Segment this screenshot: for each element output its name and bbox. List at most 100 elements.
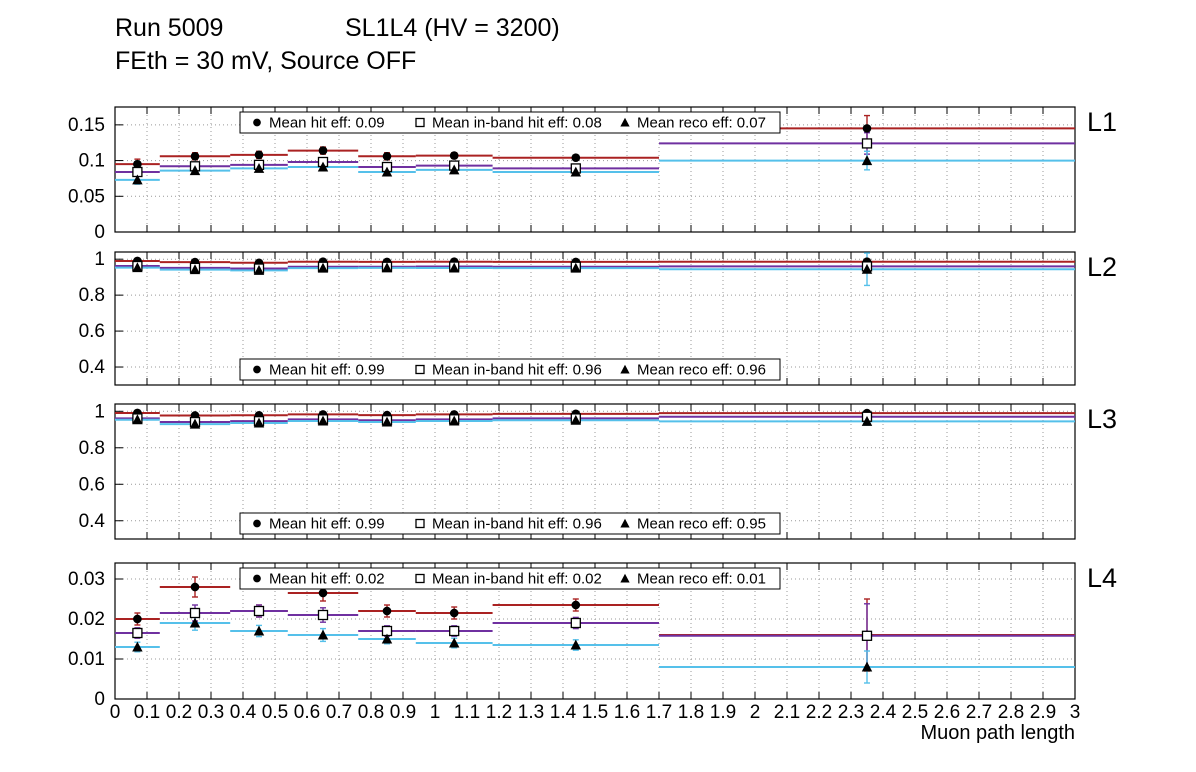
marker-triangle-icon — [448, 637, 460, 648]
marker-triangle-icon — [317, 262, 329, 273]
x-tick-label: 1.1 — [454, 702, 480, 723]
x-tick-label: 0 — [110, 702, 121, 723]
marker-triangle-icon — [448, 164, 460, 175]
marker-triangle-icon — [861, 263, 873, 274]
marker-circle-icon — [190, 582, 200, 592]
legend-L4: Mean hit eff: 0.02 Mean in-band hit eff: … — [239, 567, 781, 590]
y-tick-label: 0 — [94, 222, 105, 243]
panel-label-L3: L3 — [1087, 404, 1117, 434]
y-tick-label: 0.05 — [68, 186, 105, 207]
marker-triangle-icon — [570, 166, 582, 177]
x-tick-label: 1.9 — [710, 702, 736, 723]
x-tick-label: 1 — [430, 702, 441, 723]
legend-entry: Mean reco eff: 0.07 — [637, 115, 766, 132]
y-tick-label: 1 — [94, 249, 105, 270]
x-tick-label: 1.3 — [518, 702, 544, 723]
marker-open-square-icon — [570, 617, 581, 629]
x-tick-label: 0.2 — [166, 702, 192, 723]
marker-triangle-icon — [132, 414, 143, 425]
x-tick-label: 2 — [750, 702, 761, 723]
panel-L2: 0.4 0.6 0.8 1 — [79, 249, 1076, 386]
marker-triangle-icon — [253, 163, 265, 173]
marker-circle-icon — [254, 150, 264, 160]
y-tick-label: 0.8 — [79, 285, 105, 306]
x-tick-label: 1.4 — [550, 702, 577, 723]
x-tick-label: 2.7 — [966, 702, 992, 723]
run-label: Run 5009 — [115, 14, 224, 42]
marker-triangle-icon — [861, 661, 873, 672]
x-tick-label: 0.5 — [262, 702, 288, 723]
x-tick-label: 0.1 — [134, 702, 160, 723]
marker-triangle-icon — [381, 633, 393, 644]
x-tick-label: 0.3 — [198, 702, 224, 723]
y-tick-label: 0.6 — [79, 474, 105, 495]
marker-triangle-icon — [253, 625, 265, 636]
marker-triangle-icon — [253, 417, 265, 428]
marker-triangle-icon — [620, 117, 630, 127]
legend-entry: Mean in-band hit eff: 0.96 — [432, 362, 602, 379]
y-tick-label: 0.15 — [68, 115, 105, 136]
marker-open-square-icon — [449, 625, 460, 637]
x-tick-label: 3 — [1070, 702, 1081, 723]
marker-open-square-icon — [415, 573, 425, 584]
marker-circle-icon — [253, 574, 261, 583]
marker-triangle-icon — [448, 415, 460, 426]
marker-open-square-icon — [415, 364, 425, 375]
legend-entry: Mean reco eff: 0.95 — [637, 516, 766, 533]
marker-circle-icon — [318, 146, 328, 155]
marker-circle-icon — [382, 151, 392, 161]
plot-title: Run 5009 SL1L4 (HV = 3200) — [115, 14, 560, 43]
marker-triangle-icon — [381, 262, 393, 273]
y-tick-label: 0.4 — [79, 511, 106, 532]
x-tick-label: 0.6 — [294, 702, 320, 723]
legend-L3: Mean hit eff: 0.99 Mean in-band hit eff: … — [239, 512, 781, 535]
marker-triangle-icon — [189, 418, 201, 429]
y-tick-label: 0.03 — [68, 569, 105, 590]
marker-triangle-icon — [132, 262, 143, 273]
x-tick-label: 1.5 — [582, 702, 608, 723]
marker-open-square-icon — [415, 518, 425, 529]
x-tick-label: 0.9 — [390, 702, 416, 723]
marker-triangle-icon — [381, 416, 393, 427]
legend-entry: Mean hit eff: 0.99 — [269, 362, 385, 379]
y-tick-label: 0.4 — [79, 357, 106, 378]
marker-triangle-icon — [570, 414, 582, 425]
marker-triangle-icon — [861, 155, 873, 166]
marker-triangle-icon — [620, 573, 630, 583]
marker-circle-icon — [253, 365, 261, 374]
marker-triangle-icon — [317, 629, 329, 640]
marker-triangle-icon — [132, 174, 143, 185]
y-tick-label: 0.6 — [79, 321, 105, 342]
marker-triangle-icon — [570, 639, 582, 650]
x-tick-label: 2.4 — [870, 702, 897, 723]
x-tick-label: 2.2 — [806, 702, 832, 723]
marker-triangle-icon — [253, 264, 265, 275]
x-tick-label: 1.8 — [678, 702, 704, 723]
x-tick-label: 1.2 — [486, 702, 512, 723]
marker-triangle-icon — [189, 264, 201, 275]
marker-circle-icon — [571, 153, 581, 163]
marker-circle-icon — [449, 608, 459, 618]
marker-circle-icon — [449, 151, 459, 160]
panel-label-L2: L2 — [1087, 252, 1117, 282]
marker-circle-icon — [133, 614, 142, 624]
panel-label-L4: L4 — [1087, 563, 1117, 593]
marker-triangle-icon — [381, 166, 393, 177]
marker-open-square-icon — [861, 630, 873, 641]
marker-triangle-icon — [189, 165, 201, 176]
x-tick-label: 0.8 — [358, 702, 384, 723]
marker-triangle-icon — [317, 415, 329, 426]
marker-triangle-icon — [132, 641, 143, 652]
marker-circle-icon — [571, 600, 581, 610]
marker-open-square-icon — [861, 138, 873, 149]
marker-circle-icon — [318, 588, 328, 598]
x-tick-label: 0.4 — [230, 702, 257, 723]
marker-triangle-icon — [448, 262, 460, 273]
marker-circle-icon — [253, 118, 261, 127]
x-axis-label: Muon path length — [920, 722, 1075, 744]
legend-L2: Mean hit eff: 0.99 Mean in-band hit eff: … — [239, 358, 781, 381]
marker-open-square-icon — [415, 117, 425, 128]
legend-box — [239, 567, 781, 590]
